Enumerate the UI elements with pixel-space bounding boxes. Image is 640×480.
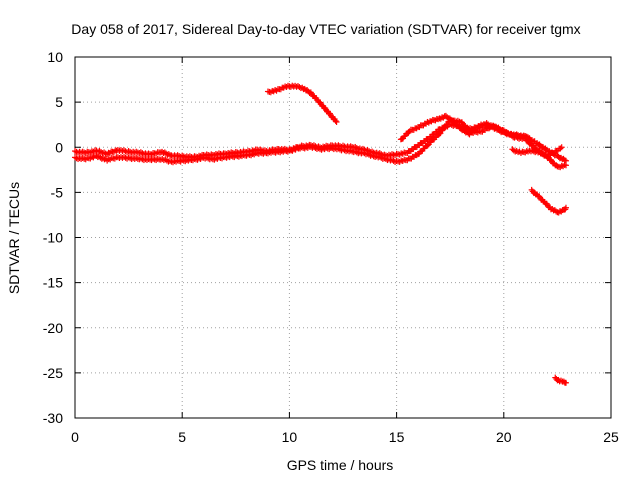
data-point	[332, 117, 339, 124]
y-tick-label: 5	[55, 94, 63, 110]
x-tick-label: 0	[71, 429, 79, 445]
data-point	[562, 162, 569, 169]
y-tick-label: -30	[43, 410, 63, 426]
data-point	[526, 135, 533, 142]
y-tick-label: -15	[43, 275, 63, 291]
x-tick-label: 15	[389, 429, 405, 445]
axis-ticks	[74, 56, 612, 419]
y-tick-label: -20	[43, 320, 63, 336]
data-point	[562, 379, 569, 386]
data-point	[560, 163, 567, 170]
y-tick-label: -10	[43, 230, 63, 246]
y-tick-label: -25	[43, 365, 63, 381]
x-axis-label: GPS time / hours	[287, 457, 394, 473]
x-tick-label: 25	[603, 429, 619, 445]
data-points	[72, 82, 569, 386]
y-tick-label: 0	[55, 139, 63, 155]
x-tick-label: 20	[496, 429, 512, 445]
x-tick-label: 10	[282, 429, 298, 445]
data-point	[424, 142, 431, 149]
data-point	[165, 151, 172, 158]
y-axis-label: SDTVAR / TECUs	[6, 182, 22, 294]
y-tick-labels: 10 5 0 -5 -10 -15 -20 -25 -30	[43, 49, 63, 426]
data-point	[333, 118, 340, 125]
grid-lines	[75, 57, 611, 418]
data-point	[562, 204, 569, 211]
chart-title: Day 058 of 2017, Sidereal Day-to-day VTE…	[71, 21, 580, 37]
x-tick-label: 5	[178, 429, 186, 445]
data-point	[558, 144, 565, 151]
x-tick-labels: 0 5 10 15 20 25	[71, 429, 619, 445]
y-tick-label: -5	[51, 184, 64, 200]
data-point	[557, 145, 564, 152]
y-tick-label: 10	[47, 49, 63, 65]
